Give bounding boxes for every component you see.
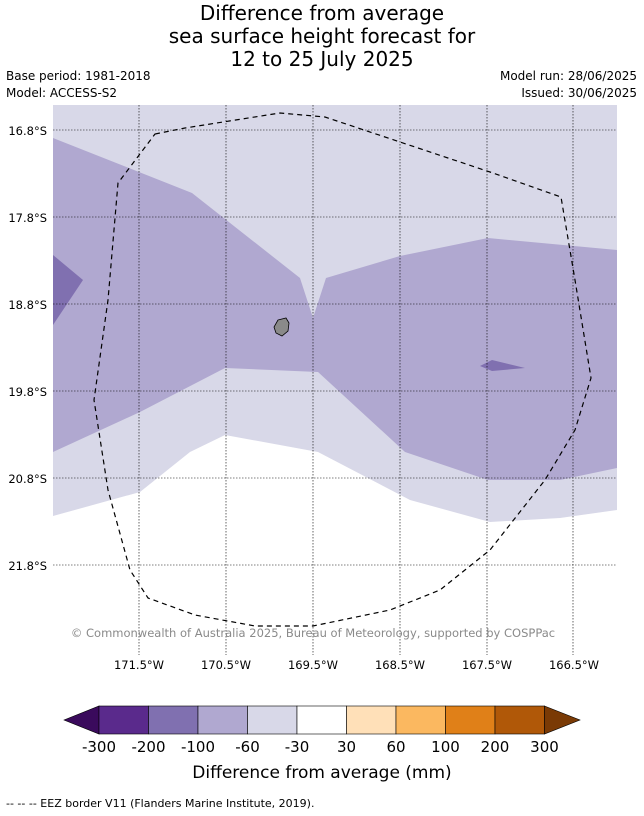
- colorbar-tick-label: -200: [131, 738, 166, 756]
- lon-label: 171.5°W: [114, 658, 164, 672]
- colorbar-extend-high: [544, 705, 581, 735]
- lat-label: 20.8°S: [8, 472, 47, 486]
- lon-label: 168.5°W: [375, 658, 425, 672]
- eez-border: [93, 112, 592, 627]
- colorbar-tick-label: -100: [180, 738, 216, 756]
- model-name: Model: ACCESS-S2: [6, 86, 118, 100]
- lon-label: 166.5°W: [549, 658, 599, 672]
- colorbar-tick-label: 300: [530, 738, 559, 756]
- anomaly-patch-west: [53, 255, 83, 325]
- colorbar-tick-label: 60: [386, 738, 406, 756]
- issued-date: Issued: 30/06/2025: [521, 86, 637, 100]
- colorbar-bin: [98, 705, 149, 735]
- eez-footnote: -- -- -- EEZ border V11 (Flanders Marine…: [6, 797, 315, 810]
- sea-level-map: © Commonwealth of Australia 2025, Bureau…: [8, 105, 617, 735]
- colorbar-tick-label: -60: [235, 738, 260, 756]
- lat-label: 17.8°S: [8, 211, 47, 225]
- graticule: [53, 105, 617, 655]
- colorbar: [63, 705, 581, 735]
- colorbar-extend-low: [63, 705, 100, 735]
- lat-label: 18.8°S: [8, 298, 47, 312]
- colorbar-tick-label: 100: [431, 738, 460, 756]
- anomaly-patch-east: [480, 360, 525, 371]
- colorbar-tick-label: 30: [336, 738, 357, 756]
- colorbar-bin: [346, 705, 397, 735]
- colorbar-bin: [296, 705, 347, 735]
- colorbar-bin: [395, 705, 446, 735]
- anomaly-band-medium: [53, 138, 617, 480]
- colorbar-tick-label: 200: [480, 738, 510, 756]
- base-period: Base period: 1981-2018: [6, 69, 151, 83]
- colorbar-bin: [197, 705, 248, 735]
- island-niue: [273, 317, 290, 337]
- chart-title-line2: sea surface height forecast for: [168, 24, 476, 48]
- colorbar-tick-label: -30: [284, 738, 310, 756]
- lon-label: 170.5°W: [201, 658, 251, 672]
- map-copyright: © Commonwealth of Australia 2025, Bureau…: [71, 626, 555, 640]
- colorbar-tick-label: -300: [81, 738, 117, 756]
- lon-label: 169.5°W: [288, 658, 338, 672]
- colorbar-title: Difference from average (mm): [192, 763, 452, 783]
- chart-title-line3: 12 to 25 July 2025: [230, 47, 414, 71]
- colorbar-bin: [445, 705, 496, 735]
- colorbar-bin: [148, 705, 199, 735]
- lat-label: 16.8°S: [8, 124, 47, 138]
- model-run: Model run: 28/06/2025: [499, 69, 637, 83]
- colorbar-bin: [494, 705, 545, 735]
- lat-label: 19.8°S: [8, 385, 47, 399]
- lon-label: 167.5°W: [462, 658, 512, 672]
- lat-label: 21.8°S: [8, 559, 47, 573]
- colorbar-bin: [247, 705, 298, 735]
- chart-title-line1: Difference from average: [199, 1, 445, 25]
